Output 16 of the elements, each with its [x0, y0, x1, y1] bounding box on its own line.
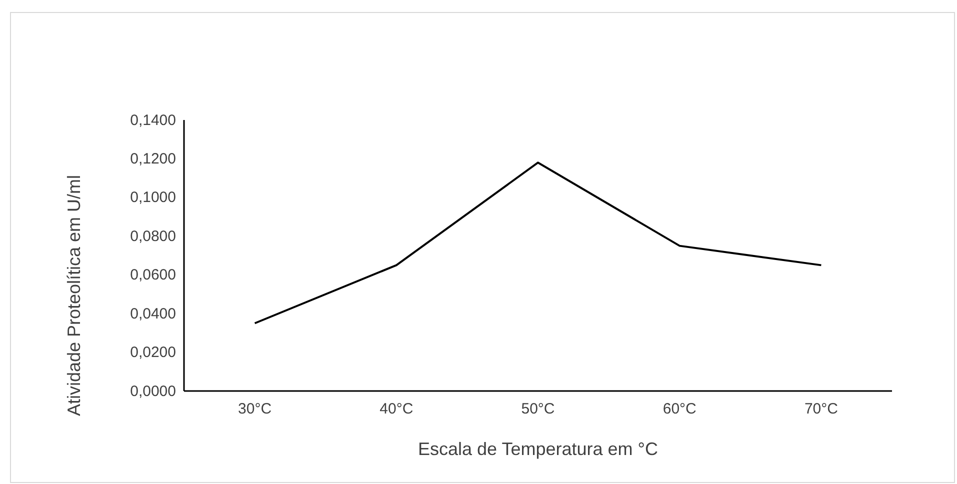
y-tick-label: 0,1000 — [130, 189, 176, 206]
x-axis-title: Escala de Temperatura em °C — [418, 439, 658, 459]
y-tick-label: 0,0600 — [130, 266, 176, 284]
x-tick-label: 60°C — [662, 400, 697, 418]
x-tick-label: 40°C — [380, 400, 414, 418]
y-tick-label: 0,0400 — [130, 305, 176, 322]
y-tick-label: 0,1200 — [130, 150, 176, 168]
x-tick-label: 30°C — [238, 400, 272, 418]
y-tick-label: 0,0800 — [130, 228, 176, 245]
x-tick-label: 50°C — [521, 400, 555, 418]
x-tick-label: 70°C — [804, 400, 838, 418]
y-axis-title: Atividade Proteolítica em U/ml — [64, 174, 84, 416]
y-tick-label: 0,1400 — [130, 112, 176, 129]
y-tick-label: 0,0000 — [130, 382, 176, 400]
y-tick-label: 0,0200 — [130, 344, 176, 362]
line-series — [254, 162, 822, 324]
